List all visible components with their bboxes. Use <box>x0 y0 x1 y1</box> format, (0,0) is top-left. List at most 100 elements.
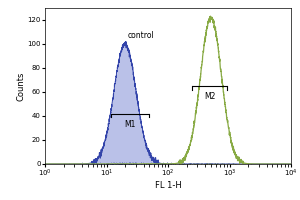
Point <box>161 162 166 165</box>
Point <box>219 161 224 165</box>
Point <box>113 162 118 165</box>
Point <box>165 162 170 165</box>
Point <box>174 162 179 165</box>
Point <box>239 162 244 165</box>
Point <box>180 161 184 165</box>
Point <box>176 161 180 164</box>
Point <box>211 161 216 164</box>
Point <box>118 162 123 165</box>
Point <box>141 161 146 164</box>
Point <box>123 161 128 164</box>
Point <box>206 161 211 164</box>
Point <box>194 161 199 164</box>
Point <box>190 162 195 165</box>
Point <box>195 161 200 165</box>
Point <box>215 161 220 164</box>
Point <box>144 161 149 164</box>
Point <box>209 162 214 165</box>
Point <box>226 161 231 164</box>
Point <box>117 162 122 165</box>
Point <box>128 162 133 165</box>
Point <box>212 161 217 164</box>
Point <box>205 161 210 165</box>
Point <box>149 162 154 165</box>
Point <box>168 162 173 165</box>
Point <box>189 161 194 165</box>
Point <box>204 162 208 165</box>
Point <box>208 162 212 165</box>
Point <box>214 162 219 165</box>
Point <box>221 162 226 165</box>
Point <box>118 161 123 164</box>
Point <box>193 162 198 166</box>
Point <box>152 161 156 165</box>
Point <box>117 162 122 165</box>
Point <box>143 162 148 165</box>
Point <box>231 162 236 165</box>
Point <box>97 162 102 165</box>
Point <box>110 162 114 165</box>
Point <box>203 162 208 165</box>
Point <box>123 161 128 165</box>
Point <box>141 162 146 165</box>
Point <box>106 161 111 164</box>
Point <box>123 162 128 165</box>
Point <box>140 162 144 165</box>
Point <box>127 162 132 166</box>
Point <box>191 161 196 165</box>
Text: M2: M2 <box>204 92 215 101</box>
Point <box>133 161 138 165</box>
Point <box>112 161 117 164</box>
Point <box>136 161 141 164</box>
Point <box>123 162 128 165</box>
Point <box>138 161 143 164</box>
Point <box>199 161 203 165</box>
Point <box>128 162 133 165</box>
Point <box>160 162 165 165</box>
Point <box>113 162 118 165</box>
Point <box>221 162 226 166</box>
Point <box>153 162 158 166</box>
Point <box>153 162 158 166</box>
Point <box>135 162 140 165</box>
Point <box>124 162 129 165</box>
Point <box>131 162 136 165</box>
Point <box>184 161 188 164</box>
Point <box>119 162 124 165</box>
Point <box>221 162 226 166</box>
Point <box>196 162 201 165</box>
Point <box>200 161 205 165</box>
Point <box>215 162 220 165</box>
Point <box>146 161 151 165</box>
Point <box>131 162 136 166</box>
Point <box>206 162 211 165</box>
Point <box>128 162 133 165</box>
Point <box>193 161 198 164</box>
Point <box>138 162 143 165</box>
Point <box>226 161 231 164</box>
Point <box>208 161 212 165</box>
Point <box>203 162 208 165</box>
Point <box>121 161 125 165</box>
Point <box>162 162 167 165</box>
Point <box>103 162 108 165</box>
Point <box>220 162 224 165</box>
Point <box>106 161 111 164</box>
Point <box>134 162 139 165</box>
Point <box>146 161 150 164</box>
Point <box>120 161 124 164</box>
Point <box>192 162 197 165</box>
Point <box>121 161 126 164</box>
Point <box>122 162 127 165</box>
Point <box>130 162 135 165</box>
Point <box>175 161 180 164</box>
Point <box>97 162 101 165</box>
Point <box>170 162 175 165</box>
Point <box>214 162 219 165</box>
Point <box>213 162 218 165</box>
Point <box>169 161 173 164</box>
Point <box>98 161 102 164</box>
Point <box>176 161 181 164</box>
Point <box>204 161 209 165</box>
Point <box>204 162 209 165</box>
